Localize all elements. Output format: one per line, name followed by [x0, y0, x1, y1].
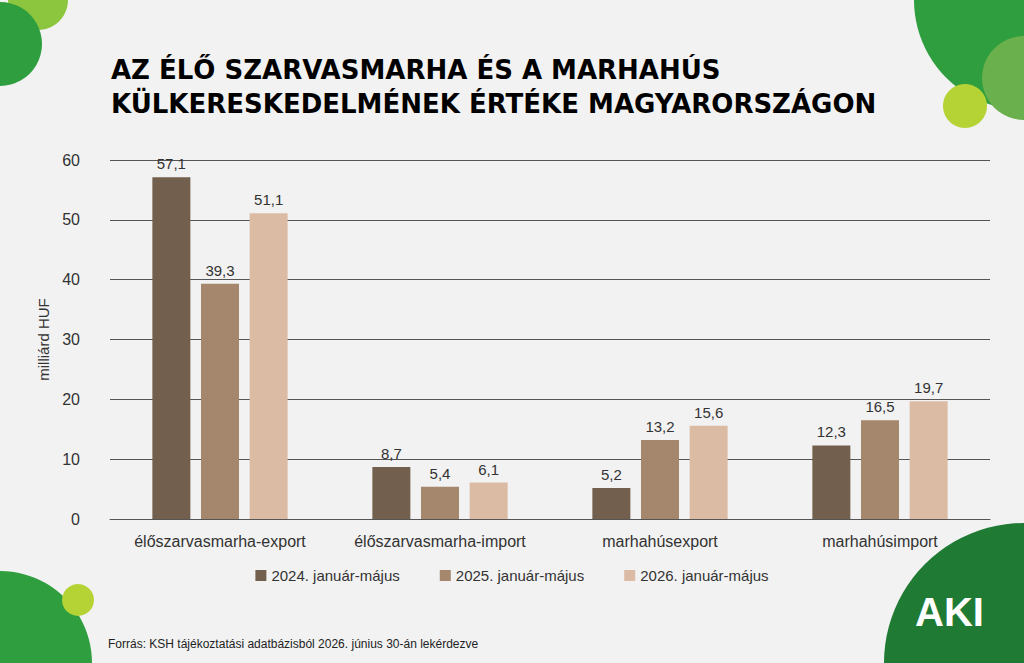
- svg-text:60: 60: [62, 152, 80, 169]
- svg-text:élőszarvasmarha-export: élőszarvasmarha-export: [134, 533, 306, 550]
- svg-text:6,1: 6,1: [478, 461, 499, 478]
- svg-text:2025. január-május: 2025. január-május: [456, 567, 584, 584]
- svg-text:10: 10: [62, 451, 80, 468]
- svg-text:50: 50: [62, 211, 80, 228]
- svg-text:8,7: 8,7: [381, 445, 402, 462]
- svg-text:39,3: 39,3: [205, 262, 234, 279]
- svg-text:0: 0: [71, 511, 80, 528]
- svg-text:57,1: 57,1: [157, 155, 186, 172]
- svg-text:marhahúsimport: marhahúsimport: [822, 533, 938, 550]
- svg-text:AZ ÉLŐ SZARVASMARHA ÉS A MARHA: AZ ÉLŐ SZARVASMARHA ÉS A MARHAHÚS: [111, 54, 721, 85]
- svg-text:20: 20: [62, 391, 80, 408]
- svg-text:Forrás: KSH tájékoztatási adat: Forrás: KSH tájékoztatási adatbázisból 2…: [108, 637, 479, 651]
- svg-text:12,3: 12,3: [817, 423, 846, 440]
- svg-text:AKI: AKI: [915, 590, 984, 634]
- svg-text:13,2: 13,2: [645, 418, 674, 435]
- svg-text:élőszarvasmarha-import: élőszarvasmarha-import: [354, 533, 526, 550]
- svg-text:2024. január-május: 2024. január-május: [271, 567, 399, 584]
- svg-text:2026. január-május: 2026. január-május: [640, 567, 768, 584]
- svg-text:5,4: 5,4: [430, 465, 451, 482]
- svg-text:19,7: 19,7: [914, 379, 943, 396]
- svg-text:15,6: 15,6: [694, 404, 723, 421]
- svg-text:30: 30: [62, 331, 80, 348]
- svg-text:KÜLKERESKEDELMÉNEK ÉRTÉKE MAGY: KÜLKERESKEDELMÉNEK ÉRTÉKE MAGYARORSZÁGON: [111, 87, 876, 119]
- svg-text:16,5: 16,5: [865, 398, 894, 415]
- svg-text:milliárd HUF: milliárd HUF: [35, 298, 52, 381]
- svg-text:40: 40: [62, 271, 80, 288]
- svg-text:51,1: 51,1: [254, 191, 283, 208]
- svg-text:5,2: 5,2: [601, 466, 622, 483]
- svg-text:marhahúsexport: marhahúsexport: [602, 533, 718, 550]
